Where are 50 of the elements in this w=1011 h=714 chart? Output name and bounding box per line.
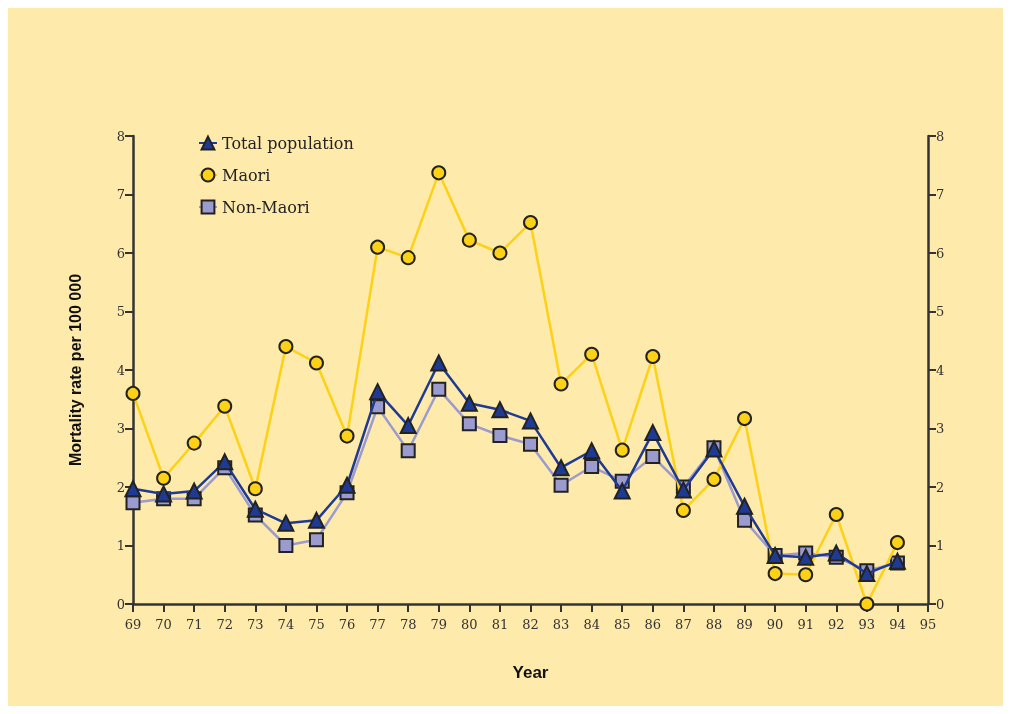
x-tick-label: 83: [552, 617, 570, 632]
x-tick-label: 92: [828, 617, 845, 632]
y-tick-label: 6: [116, 245, 125, 261]
y-axis-title: Mortality rate per 100 000: [66, 273, 84, 467]
y-tick-label: 7: [116, 187, 125, 202]
x-tick-label: 94: [889, 617, 906, 632]
x-tick-label: 84: [583, 617, 600, 632]
y2-tick-label: 3: [936, 421, 945, 436]
x-tick-label: 78: [399, 617, 417, 632]
y-tick-label: 8: [116, 128, 125, 144]
x-tick-label: 81: [491, 617, 509, 632]
y-tick-label: 4: [116, 362, 125, 378]
legend-label: Non-Maori: [222, 197, 310, 217]
x-tick-label: 90: [766, 617, 784, 632]
legend-label: Total population: [222, 133, 354, 153]
y2-tick-label: 8: [936, 128, 945, 144]
y2-tick-label: 6: [936, 245, 945, 261]
x-tick-label: 71: [185, 617, 203, 632]
x-tick-label: 87: [675, 617, 692, 632]
x-tick-label: 77: [369, 617, 386, 632]
x-axis-title: Year: [512, 663, 549, 682]
y2-tick-label: 5: [936, 304, 945, 319]
x-tick-label: 82: [522, 617, 539, 632]
x-tick-label: 76: [338, 617, 356, 632]
x-tick-label: 93: [858, 617, 876, 632]
x-tick-label: 88: [705, 617, 723, 632]
y-tick-label: 2: [116, 479, 125, 495]
y2-tick-label: 7: [936, 187, 945, 202]
x-tick-label: 89: [736, 617, 753, 632]
x-tick-label: 80: [461, 617, 478, 632]
x-tick-label: 95: [919, 617, 937, 632]
x-tick-label: 86: [644, 617, 662, 632]
x-tick-label: 70: [155, 617, 172, 632]
y2-tick-label: 2: [936, 479, 945, 495]
y-tick-label: 0: [116, 596, 125, 612]
x-tick-label: 75: [308, 617, 325, 632]
x-tick-label: 69: [124, 617, 142, 632]
legend-label: Maori: [222, 165, 271, 185]
x-tick-label: 72: [216, 617, 233, 632]
x-tick-label: 74: [277, 617, 295, 632]
y2-tick-label: 0: [936, 596, 945, 612]
y-tick-label: 3: [116, 421, 125, 436]
y-tick-label: 1: [116, 538, 125, 553]
y-tick-label: 5: [116, 304, 125, 319]
y2-tick-label: 1: [936, 538, 945, 553]
x-tick-label: 91: [797, 617, 814, 632]
x-tick-label: 85: [613, 617, 631, 632]
x-tick-label: 73: [247, 617, 264, 632]
y2-tick-label: 4: [936, 362, 945, 378]
x-tick-label: 79: [430, 617, 448, 632]
